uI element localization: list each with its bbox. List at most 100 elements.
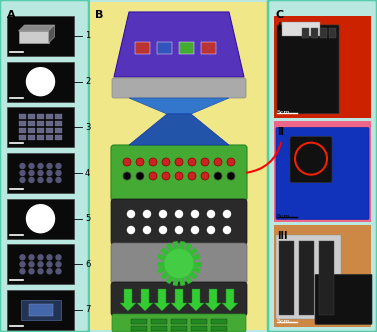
Circle shape <box>47 269 52 274</box>
Circle shape <box>29 171 34 176</box>
Circle shape <box>29 255 34 260</box>
Circle shape <box>56 178 61 183</box>
Circle shape <box>224 210 230 217</box>
Polygon shape <box>18 25 55 31</box>
Bar <box>7 153 74 193</box>
Bar <box>46 114 52 119</box>
Circle shape <box>201 158 209 166</box>
Text: C: C <box>275 10 283 20</box>
Bar <box>211 319 227 324</box>
Bar <box>131 319 147 324</box>
Text: 4: 4 <box>85 169 90 178</box>
Bar <box>37 114 43 119</box>
Circle shape <box>29 178 34 183</box>
Bar <box>46 128 52 133</box>
Polygon shape <box>222 289 238 311</box>
Circle shape <box>38 178 43 183</box>
Circle shape <box>227 172 235 180</box>
Text: 7: 7 <box>85 305 90 314</box>
FancyBboxPatch shape <box>111 145 247 201</box>
FancyBboxPatch shape <box>111 282 247 316</box>
Circle shape <box>188 158 196 166</box>
Bar <box>18 121 26 126</box>
Bar <box>135 42 150 54</box>
Bar <box>7 16 74 56</box>
Bar <box>279 241 294 315</box>
Circle shape <box>214 158 222 166</box>
Circle shape <box>38 171 43 176</box>
Circle shape <box>159 226 167 233</box>
Circle shape <box>175 158 183 166</box>
Polygon shape <box>137 289 153 311</box>
Polygon shape <box>18 31 49 43</box>
Bar <box>90 2 268 330</box>
Bar <box>46 135 52 140</box>
Circle shape <box>136 172 144 180</box>
Circle shape <box>149 172 157 180</box>
Bar <box>7 199 74 239</box>
Bar <box>151 319 167 324</box>
Circle shape <box>20 178 25 183</box>
Circle shape <box>159 210 167 217</box>
FancyBboxPatch shape <box>0 0 89 332</box>
Text: 1: 1 <box>85 32 90 41</box>
Circle shape <box>192 210 199 217</box>
Bar <box>274 121 371 222</box>
Bar <box>171 319 187 324</box>
Circle shape <box>149 158 157 166</box>
Text: B: B <box>95 10 103 20</box>
Circle shape <box>47 178 52 183</box>
FancyBboxPatch shape <box>268 0 377 332</box>
Bar <box>201 42 216 54</box>
Circle shape <box>56 171 61 176</box>
Text: I: I <box>277 22 280 32</box>
Bar <box>37 121 43 126</box>
Text: 3: 3 <box>85 123 90 132</box>
Polygon shape <box>154 289 170 311</box>
Circle shape <box>176 210 182 217</box>
Circle shape <box>20 269 25 274</box>
Circle shape <box>136 158 144 166</box>
Bar <box>55 121 61 126</box>
Circle shape <box>47 163 52 169</box>
Bar <box>274 16 371 118</box>
Circle shape <box>47 255 52 260</box>
Circle shape <box>38 255 43 260</box>
Bar <box>171 326 187 331</box>
Circle shape <box>29 163 34 169</box>
FancyBboxPatch shape <box>315 274 372 324</box>
FancyBboxPatch shape <box>112 78 246 98</box>
Polygon shape <box>171 289 187 311</box>
Circle shape <box>162 172 170 180</box>
Polygon shape <box>49 25 55 43</box>
FancyBboxPatch shape <box>112 314 246 332</box>
Circle shape <box>20 255 25 260</box>
Circle shape <box>162 158 170 166</box>
Bar <box>179 42 194 54</box>
Text: A: A <box>7 10 15 20</box>
Circle shape <box>29 269 34 274</box>
Bar <box>18 128 26 133</box>
Circle shape <box>38 262 43 267</box>
Bar <box>37 128 43 133</box>
Polygon shape <box>188 289 204 311</box>
Bar <box>7 62 74 102</box>
Bar <box>46 121 52 126</box>
Bar <box>18 135 26 140</box>
Circle shape <box>227 158 235 166</box>
Text: 5: 5 <box>85 214 90 223</box>
Circle shape <box>38 163 43 169</box>
Circle shape <box>26 205 55 233</box>
Bar <box>302 28 309 38</box>
Bar <box>28 135 35 140</box>
Bar <box>157 42 172 54</box>
Bar <box>151 326 167 331</box>
Bar <box>55 114 61 119</box>
Polygon shape <box>114 12 244 77</box>
FancyBboxPatch shape <box>111 199 247 245</box>
Bar <box>329 28 336 38</box>
Circle shape <box>56 262 61 267</box>
Text: 6: 6 <box>85 260 90 269</box>
Circle shape <box>26 68 55 96</box>
Bar <box>7 244 74 284</box>
